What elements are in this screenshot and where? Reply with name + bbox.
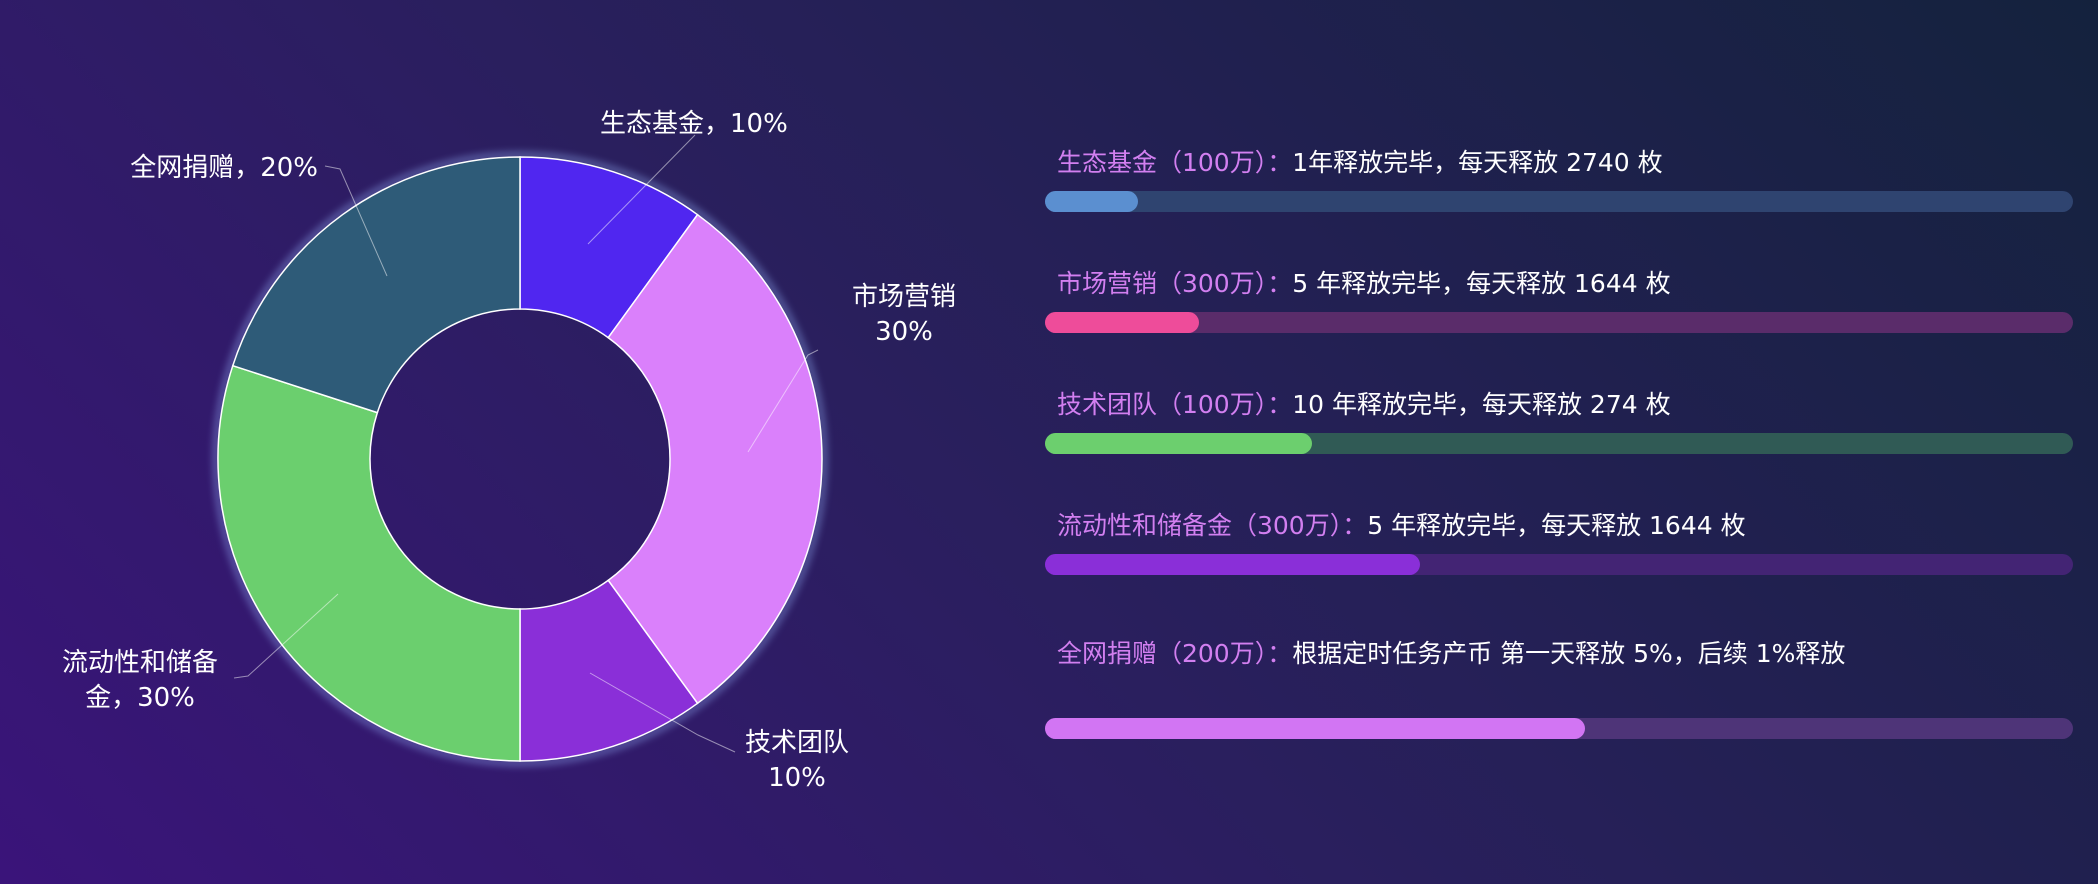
slice-label-liquidity-reserve: 流动性和储备 [62,648,218,678]
progress-fill-tech-team [1045,433,1313,454]
release-fund-name: 全网捐赠（200万）： [1057,639,1293,668]
progress-track-ecology-fund [1045,191,2073,212]
release-row-ecology-fund: 生态基金（100万）：1年释放完毕，每天释放 2740 枚 [1045,143,2073,212]
release-row-label: 流动性和储备金（300万）：5 年释放完毕，每天释放 1644 枚 [1045,506,2073,546]
release-row-label: 生态基金（100万）：1年释放完毕，每天释放 2740 枚 [1045,143,2073,183]
release-description: 5 年释放完毕，每天释放 1644 枚 [1292,269,1671,298]
progress-fill-donation [1045,718,1585,739]
release-fund-name: 流动性和储备金（300万）： [1057,511,1368,540]
leader-line-tech-team [589,672,736,753]
donut-glow [213,152,827,766]
release-description: 1年释放完毕，每天释放 2740 枚 [1292,148,1663,177]
progress-fill-liquidity-reserve [1045,554,1421,575]
slice-label-tech-team: 10% [768,763,826,793]
release-row-tech-team: 技术团队（100万）：10 年释放完毕，每天释放 274 枚 [1045,385,2073,454]
release-row-label: 市场营销（300万）：5 年释放完毕，每天释放 1644 枚 [1045,264,2073,304]
slice-label-donation: 全网捐赠，20% [130,153,318,183]
release-row-donation: 全网捐赠（200万）：根据定时任务产币 第一天释放 5%，后续 1%释放 [1045,634,2073,739]
progress-fill-ecology-fund [1045,191,1138,212]
release-row-label: 技术团队（100万）：10 年释放完毕，每天释放 274 枚 [1045,385,2073,425]
release-row-liquidity-reserve: 流动性和储备金（300万）：5 年释放完毕，每天释放 1644 枚 [1045,506,2073,575]
slice-label-liquidity-reserve: 金，30% [85,683,195,713]
leader-line-donation [324,165,388,277]
progress-track-liquidity-reserve [1045,554,2073,575]
release-fund-name: 生态基金（100万）： [1057,148,1293,177]
progress-track-donation [1045,718,2073,739]
progress-fill-marketing [1045,312,1200,333]
donut-slice-donation [231,156,521,414]
leader-line-marketing [747,349,819,453]
release-fund-name: 技术团队（100万）： [1057,390,1293,419]
progress-track-marketing [1045,312,2073,333]
release-fund-name: 市场营销（300万）： [1057,269,1293,298]
slice-label-marketing: 30% [875,317,933,347]
donut-slice-liquidity-reserve [217,364,521,762]
donut-slice-marketing [607,213,823,705]
progress-track-tech-team [1045,433,2073,454]
donut-chart: 生态基金，10% 市场营销 30% 技术团队 10% 流动性和储备金，30% 全网捐赠，20… [62,109,956,793]
release-description: 根据定时任务产币 第一天释放 5%，后续 1%释放 [1292,639,1846,668]
release-row-label: 全网捐赠（200万）：根据定时任务产币 第一天释放 5%，后续 1%释放 [1045,634,2073,674]
leader-line-ecology-fund [587,134,696,245]
release-row-marketing: 市场营销（300万）：5 年释放完毕，每天释放 1644 枚 [1045,264,2073,333]
leader-line-liquidity-reserve [233,593,339,679]
release-description: 5 年释放完毕，每天释放 1644 枚 [1367,511,1746,540]
release-description: 10 年释放完毕，每天释放 274 枚 [1292,390,1671,419]
slice-label-tech-team: 技术团队 [745,728,849,758]
slice-label-ecology-fund: 生态基金，10% [600,109,788,139]
slice-label-marketing: 市场营销 [852,282,956,312]
